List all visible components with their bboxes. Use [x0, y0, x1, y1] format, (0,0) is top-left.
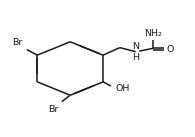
Text: Br: Br	[48, 105, 58, 114]
Text: H: H	[133, 53, 140, 62]
Text: N: N	[133, 42, 140, 51]
Text: Br: Br	[12, 38, 22, 47]
Text: O: O	[167, 45, 174, 54]
Text: NH₂: NH₂	[144, 29, 162, 38]
Text: OH: OH	[115, 84, 129, 92]
